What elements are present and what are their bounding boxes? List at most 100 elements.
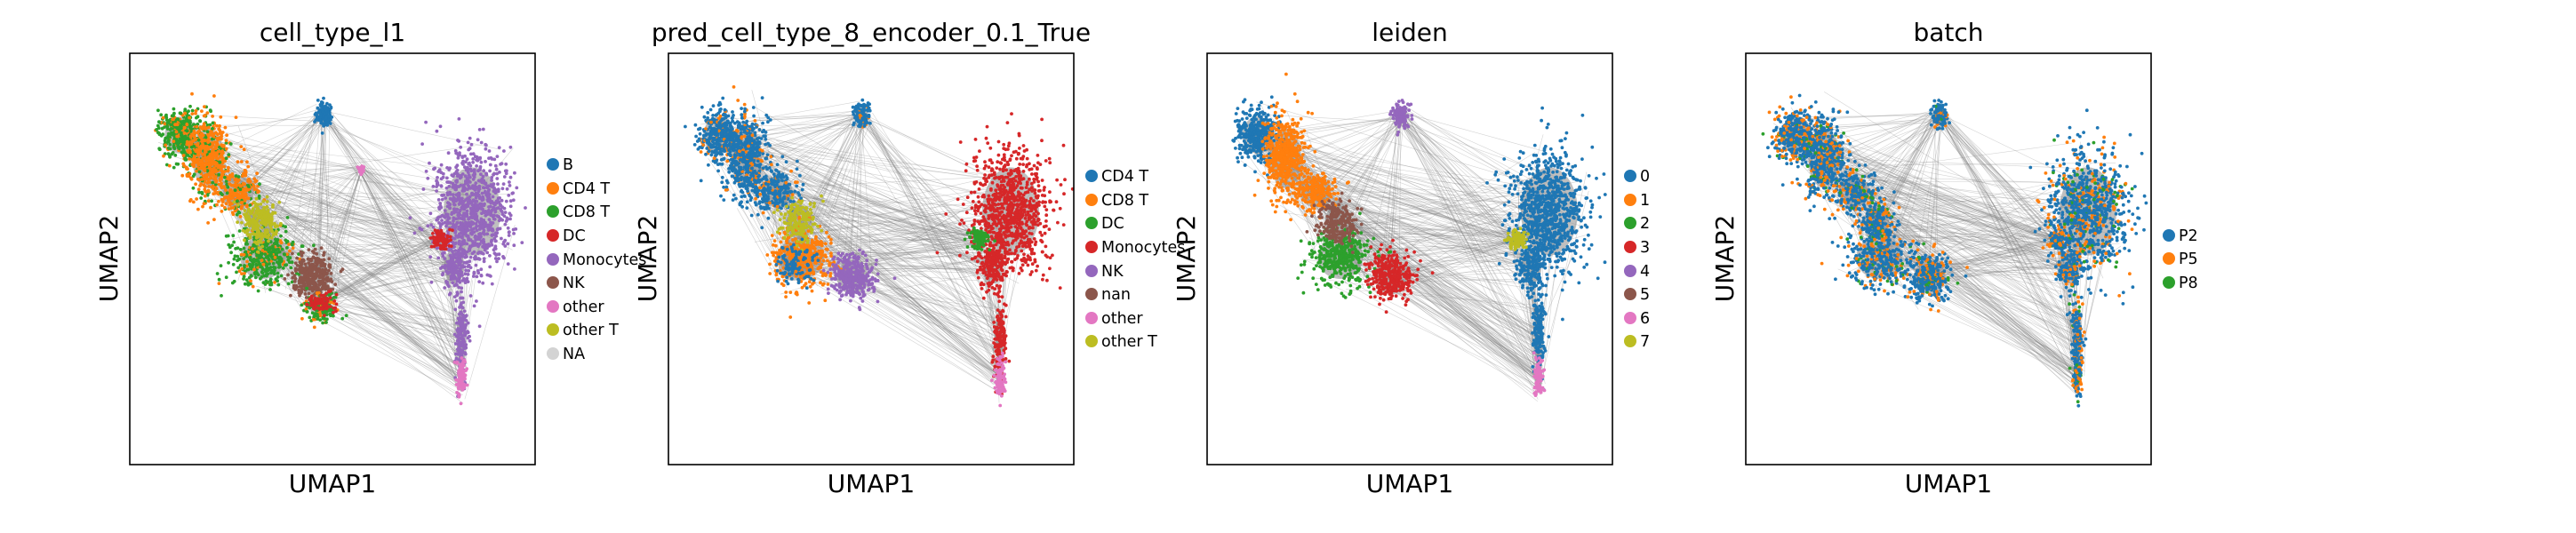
data-point (201, 156, 205, 161)
data-point (487, 187, 491, 192)
data-point (476, 271, 481, 275)
graph-edge (205, 151, 364, 170)
data-point (322, 251, 326, 255)
data-point (165, 163, 169, 167)
data-point (436, 176, 439, 179)
graph-edge (316, 241, 444, 303)
data-point (426, 176, 430, 180)
graph-edge (230, 144, 481, 182)
data-point (245, 196, 250, 201)
data-point (495, 155, 500, 159)
data-point (321, 279, 325, 283)
graph-edge (329, 109, 436, 243)
data-point (272, 272, 276, 275)
data-point (197, 190, 202, 195)
data-point (460, 202, 465, 206)
data-point (456, 213, 460, 218)
data-point (466, 180, 469, 185)
data-point (238, 263, 243, 267)
data-point (242, 147, 246, 152)
data-point (180, 126, 183, 131)
data-point (268, 277, 273, 282)
data-point (240, 220, 244, 225)
data-point (446, 235, 450, 239)
data-point (200, 192, 204, 195)
data-point (506, 226, 510, 230)
graph-edge (359, 170, 437, 244)
data-point (211, 121, 215, 125)
data-point (481, 281, 485, 285)
data-point (205, 169, 210, 173)
data-point (468, 294, 473, 298)
data-point (289, 266, 293, 270)
data-point (467, 263, 471, 267)
data-point (157, 147, 162, 151)
data-point (441, 243, 445, 248)
data-point (188, 139, 193, 144)
data-point (289, 293, 292, 298)
data-point (194, 111, 197, 115)
data-point (176, 117, 180, 122)
data-point (191, 186, 196, 190)
data-point (251, 232, 255, 235)
graph-edge (806, 234, 1002, 381)
data-point (191, 200, 196, 204)
data-point (236, 266, 241, 270)
data-point (196, 115, 200, 119)
graph-edge (244, 177, 447, 271)
data-point (185, 139, 189, 144)
data-point (480, 224, 484, 228)
data-point (320, 121, 324, 125)
data-point (203, 194, 207, 198)
data-point (483, 189, 487, 194)
graph-edge (324, 306, 461, 339)
data-point (490, 233, 494, 237)
data-point (287, 243, 291, 246)
data-point (464, 268, 468, 273)
data-point (183, 134, 188, 139)
data-point (216, 149, 220, 154)
graph-edge (260, 231, 461, 378)
data-point (463, 279, 468, 282)
data-point (466, 203, 470, 207)
data-point (520, 241, 524, 244)
data-point (450, 274, 453, 278)
data-point (454, 298, 459, 303)
data-point (481, 174, 485, 179)
data-point (225, 133, 228, 138)
data-point (219, 137, 223, 141)
data-point (283, 277, 287, 281)
data-point (454, 193, 459, 197)
data-point (454, 197, 458, 202)
data-point (215, 142, 219, 147)
data-point (495, 177, 500, 180)
data-point (251, 284, 255, 289)
data-point (196, 187, 201, 192)
data-point (493, 239, 498, 243)
data-point (252, 267, 256, 272)
data-point (291, 243, 294, 247)
graph-edge (258, 235, 452, 265)
data-point (453, 148, 458, 153)
data-point (421, 187, 426, 191)
data-point (508, 180, 511, 184)
data-point (259, 202, 263, 206)
legend-marker (547, 158, 559, 171)
graph-edge (283, 212, 456, 273)
data-point (232, 200, 236, 204)
data-point (188, 157, 192, 161)
data-point (460, 301, 464, 305)
graph-edge (317, 307, 464, 354)
data-point (224, 179, 228, 183)
data-point (497, 215, 500, 219)
data-point (461, 159, 465, 163)
data-point (511, 191, 515, 195)
data-point (319, 293, 323, 298)
graph-edge (319, 238, 443, 301)
data-point (212, 192, 216, 196)
data-point (267, 239, 270, 243)
data-point (300, 258, 305, 262)
data-point (443, 286, 447, 290)
data-point (445, 176, 449, 180)
graph-edge (258, 206, 463, 378)
